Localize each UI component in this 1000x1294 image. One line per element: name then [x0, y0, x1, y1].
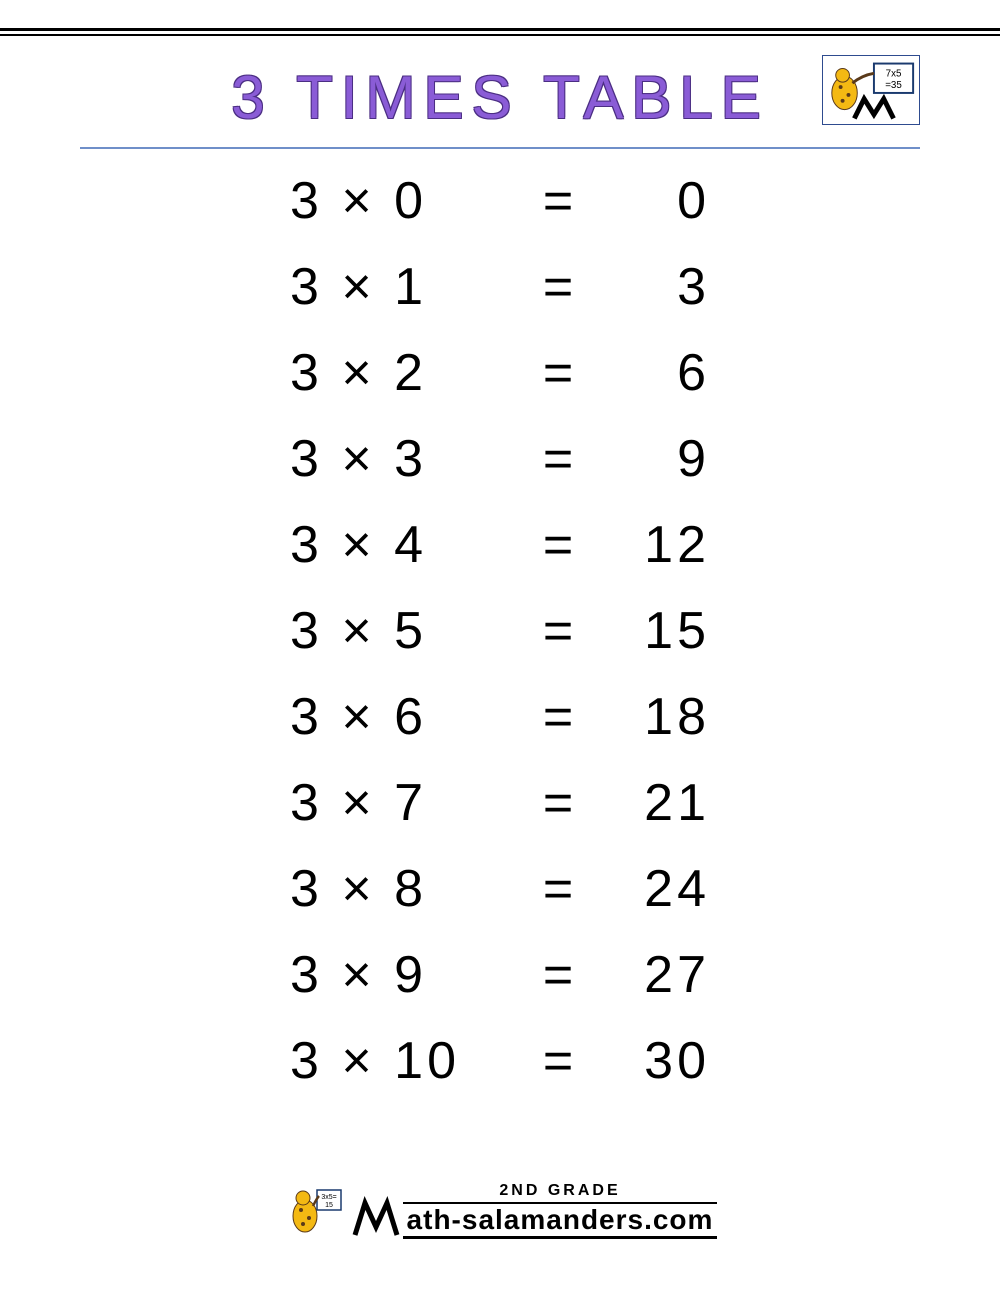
multiplication-result: 27: [600, 949, 710, 1001]
equals-sign: =: [520, 605, 600, 657]
multiplication-lhs: 3 × 10: [290, 1035, 520, 1087]
page-title: 3 TIMES TABLE: [80, 55, 920, 132]
title-underline: [80, 147, 920, 149]
worksheet-page: 3 TIMES TABLE 7x5 =35 3 × 0=03 × 1=33 × …: [0, 0, 1000, 1294]
multiplication-lhs: 3 × 2: [290, 347, 520, 399]
table-row: 3 × 7=21: [0, 777, 1000, 829]
table-row: 3 × 0=0: [0, 175, 1000, 227]
equals-sign: =: [520, 691, 600, 743]
times-table: 3 × 0=03 × 1=33 × 2=63 × 3=93 × 4=123 × …: [0, 175, 1000, 1121]
equals-sign: =: [520, 261, 600, 313]
multiplication-result: 9: [600, 433, 710, 485]
table-row: 3 × 10=30: [0, 1035, 1000, 1087]
multiplication-lhs: 3 × 0: [290, 175, 520, 227]
equals-sign: =: [520, 433, 600, 485]
table-row: 3 × 9=27: [0, 949, 1000, 1001]
table-row: 3 × 1=3: [0, 261, 1000, 313]
multiplication-result: 21: [600, 777, 710, 829]
salamander-board-icon: 7x5 =35: [823, 55, 919, 125]
multiplication-result: 24: [600, 863, 710, 915]
table-row: 3 × 8=24: [0, 863, 1000, 915]
multiplication-lhs: 3 × 8: [290, 863, 520, 915]
equals-sign: =: [520, 777, 600, 829]
multiplication-lhs: 3 × 5: [290, 605, 520, 657]
multiplication-result: 18: [600, 691, 710, 743]
multiplication-lhs: 3 × 4: [290, 519, 520, 571]
corner-logo-box: 7x5 =35: [822, 55, 920, 125]
svg-text:=35: =35: [885, 80, 902, 91]
footer-m-icon: [351, 1189, 401, 1239]
equals-sign: =: [520, 175, 600, 227]
multiplication-lhs: 3 × 6: [290, 691, 520, 743]
table-row: 3 × 5=15: [0, 605, 1000, 657]
table-row: 3 × 3=9: [0, 433, 1000, 485]
equals-sign: =: [520, 863, 600, 915]
svg-text:7x5: 7x5: [886, 68, 902, 79]
footer-salamander-icon: 3x5= 15: [283, 1184, 343, 1239]
site-url: ATH-SALAMANDERS.COM: [403, 1202, 718, 1239]
multiplication-result: 12: [600, 519, 710, 571]
multiplication-lhs: 3 × 7: [290, 777, 520, 829]
multiplication-lhs: 3 × 1: [290, 261, 520, 313]
table-row: 3 × 4=12: [0, 519, 1000, 571]
multiplication-result: 30: [600, 1035, 710, 1087]
svg-text:3x5=: 3x5=: [321, 1194, 336, 1201]
grade-label: 2ND GRADE: [499, 1182, 620, 1200]
equals-sign: =: [520, 949, 600, 1001]
multiplication-result: 3: [600, 261, 710, 313]
footer-inner: 3x5= 15 2ND GRADE ATH-SALAMANDERS.COM: [283, 1182, 718, 1239]
footer: 3x5= 15 2ND GRADE ATH-SALAMANDERS.COM: [0, 1182, 1000, 1244]
equals-sign: =: [520, 519, 600, 571]
multiplication-result: 15: [600, 605, 710, 657]
multiplication-result: 0: [600, 175, 710, 227]
multiplication-lhs: 3 × 3: [290, 433, 520, 485]
header: 3 TIMES TABLE 7x5 =35: [80, 55, 920, 145]
svg-text:15: 15: [325, 1202, 333, 1209]
multiplication-lhs: 3 × 9: [290, 949, 520, 1001]
table-row: 3 × 2=6: [0, 347, 1000, 399]
equals-sign: =: [520, 347, 600, 399]
multiplication-result: 6: [600, 347, 710, 399]
table-row: 3 × 6=18: [0, 691, 1000, 743]
top-double-rule: [0, 28, 1000, 36]
equals-sign: =: [520, 1035, 600, 1087]
footer-text-block: 2ND GRADE ATH-SALAMANDERS.COM: [403, 1182, 718, 1239]
